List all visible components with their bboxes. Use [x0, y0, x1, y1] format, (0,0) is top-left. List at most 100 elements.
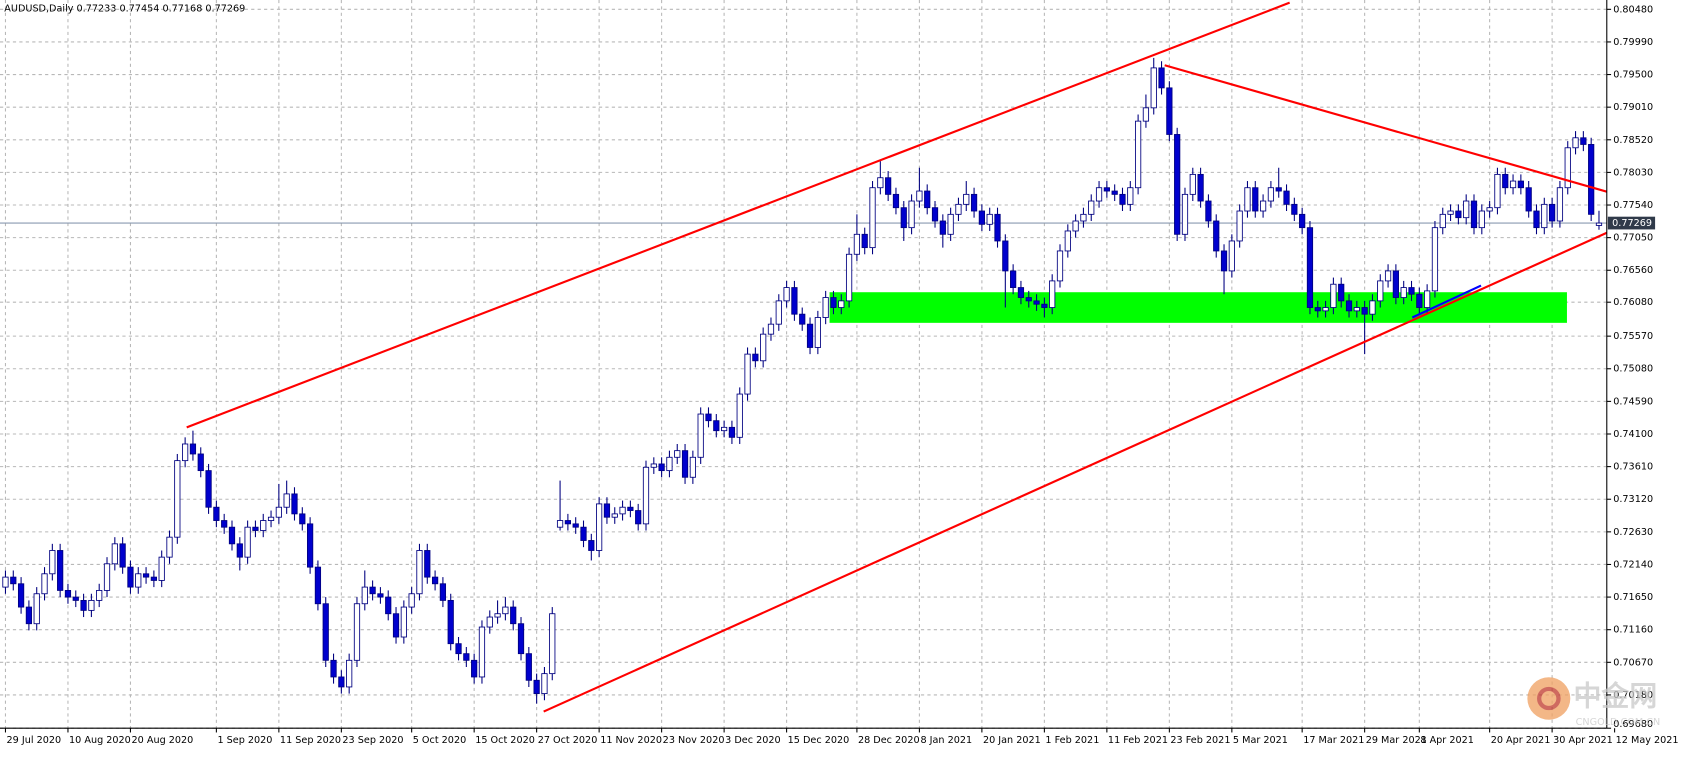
candle-body	[1244, 187, 1251, 212]
candle-body	[455, 643, 462, 655]
x-tick-label: 11 Sep 2020	[280, 735, 341, 746]
candle-body	[291, 493, 298, 515]
candle-body	[330, 659, 337, 678]
candle-body	[869, 187, 876, 249]
candle-body	[845, 253, 853, 302]
y-tick-label: 0.79990	[1613, 37, 1653, 48]
candle-body	[10, 576, 17, 585]
candle-body	[892, 193, 900, 209]
candle-body	[924, 190, 931, 209]
candle-body	[439, 583, 447, 601]
candle-body	[1189, 173, 1196, 195]
candle-body	[1002, 240, 1009, 272]
candle-body	[41, 573, 48, 595]
candle-body	[1080, 213, 1087, 222]
candle-body	[1259, 200, 1267, 212]
watermark-logo	[1527, 677, 1571, 720]
candle-body	[64, 590, 72, 598]
candle-body	[424, 550, 431, 578]
trendline	[1164, 64, 1607, 193]
candle-body	[994, 213, 1001, 242]
y-tick-label: 0.73610	[1613, 462, 1653, 473]
candle-body	[49, 550, 56, 575]
candle-body	[1330, 283, 1337, 308]
candle-body	[877, 177, 884, 189]
y-tick-label: 0.78520	[1613, 135, 1653, 146]
candle-body	[1283, 190, 1290, 205]
watermark-text: 中金网	[1574, 680, 1658, 713]
x-tick-label: 8 Jan 2021	[920, 735, 972, 746]
candle-body	[361, 586, 368, 605]
candle-body	[353, 603, 361, 661]
candle-body	[1119, 193, 1126, 205]
candle-body	[697, 413, 704, 458]
candle-body	[517, 623, 525, 655]
candle-body	[1025, 297, 1032, 302]
y-tick-label: 0.74100	[1613, 429, 1653, 440]
candle-body	[182, 443, 189, 462]
candle-body	[88, 599, 95, 611]
x-tick-label: 23 Feb 2021	[1170, 735, 1230, 746]
candle-body	[1072, 220, 1079, 232]
candle-body	[1494, 173, 1501, 209]
candle-body	[713, 420, 720, 432]
candle-body	[1549, 203, 1556, 222]
candle-body	[986, 213, 993, 225]
candle-body	[1463, 200, 1470, 219]
x-tick-label: 23 Sep 2020	[342, 735, 403, 746]
candle-body	[611, 513, 618, 518]
x-tick-label: 15 Oct 2020	[475, 735, 535, 746]
candle-body	[681, 450, 689, 478]
x-tick-label: 28 Dec 2020	[858, 735, 920, 746]
candle-body	[627, 506, 634, 511]
y-tick-label: 0.75080	[1613, 364, 1653, 375]
candle-body	[689, 456, 696, 478]
candle-body	[478, 626, 486, 678]
candle-body	[111, 543, 118, 565]
candle-body	[525, 653, 532, 681]
candle-body	[752, 353, 759, 362]
candle-body	[471, 659, 478, 678]
candle-body	[1064, 230, 1071, 252]
candle-body	[791, 287, 798, 315]
candle-body	[1267, 187, 1275, 202]
y-tick-label: 0.70180	[1613, 690, 1653, 701]
candle-body	[1252, 187, 1259, 212]
x-tick-label: 30 Apr 2021	[1553, 735, 1613, 746]
candle-body	[1517, 180, 1524, 189]
candle-body	[1353, 307, 1360, 312]
candle-body	[783, 287, 790, 302]
candle-body	[1228, 240, 1235, 272]
support-zone	[829, 292, 1567, 323]
candle-body	[1041, 303, 1048, 308]
y-tick-label: 0.72630	[1613, 527, 1653, 538]
candle-body	[1400, 287, 1407, 298]
candle-body	[720, 426, 728, 432]
candle-body	[1447, 210, 1454, 215]
candle-body	[1384, 270, 1392, 282]
candle-body	[127, 566, 134, 588]
candle-body	[564, 520, 571, 525]
candle-body	[650, 463, 657, 468]
candle-body	[197, 453, 204, 472]
candle-body	[377, 593, 384, 598]
candle-body	[103, 563, 111, 591]
candle-body	[400, 606, 407, 638]
x-tick-label: 27 Oct 2020	[538, 735, 598, 746]
candle-body	[1322, 307, 1329, 312]
candle-body	[25, 606, 33, 625]
candle-body	[900, 207, 907, 229]
x-tick-label: 20 Jan 2021	[983, 735, 1041, 746]
candle-body	[635, 510, 642, 525]
candle-body	[1564, 147, 1571, 189]
chart-title: AUDUSD,Daily 0.77233 0.77454 0.77168 0.7…	[4, 4, 245, 15]
x-tick-label: 8 Apr 2021	[1420, 735, 1474, 746]
candle-body	[72, 596, 79, 601]
candle-body	[1416, 293, 1423, 308]
candle-body	[260, 520, 267, 531]
candle-body	[1306, 227, 1314, 308]
candle-body	[33, 593, 40, 625]
candle-body	[283, 493, 290, 508]
candle-body	[908, 200, 915, 229]
